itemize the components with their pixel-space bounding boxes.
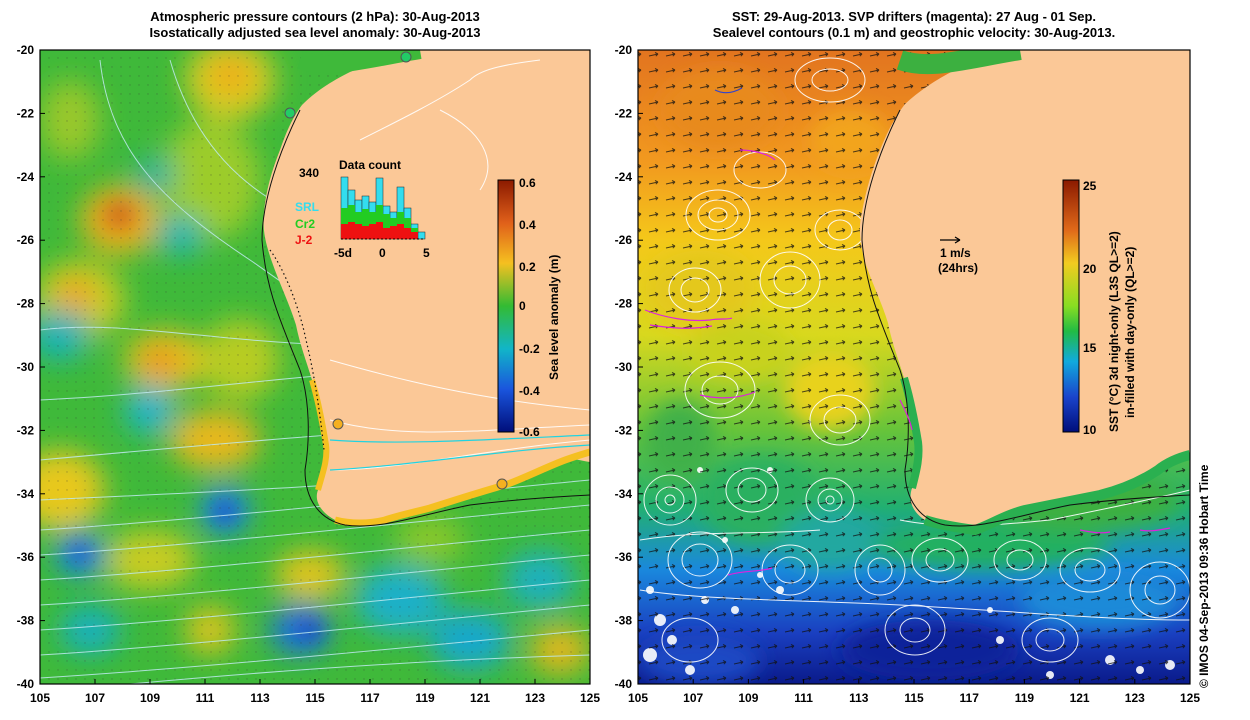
data-count-inset: Data count 340 (295, 158, 430, 260)
sst-tick-0: 25 (1083, 179, 1097, 193)
x-tick-label: 121 (1070, 691, 1090, 705)
sla-tick-3: 0 (519, 299, 526, 313)
right-land (859, 50, 1190, 530)
right-title-line1: SST: 29-Aug-2013. SVP drifters (magenta)… (731, 9, 1097, 24)
inset-max-label: 340 (299, 166, 319, 180)
x-tick-label: 121 (470, 691, 490, 705)
velocity-key-arrow-icon (940, 236, 961, 244)
legend-cr2: Cr2 (295, 217, 315, 231)
sla-tick-0: 0.6 (519, 176, 536, 190)
sst-colorbar-label-line2: in-filled with day-only (QL>=2) (1123, 247, 1137, 418)
sla-tick-1: 0.4 (519, 218, 536, 232)
y-tick-label: -34 (615, 487, 633, 501)
y-tick-label: -28 (615, 297, 633, 311)
sla-colorbar-label: Sea level anomaly (m) (547, 255, 561, 380)
x-tick-label: 113 (849, 691, 869, 705)
y-tick-label: -38 (17, 614, 35, 628)
x-tick-label: 125 (1180, 691, 1200, 705)
velocity-key-line2: (24hrs) (938, 261, 978, 275)
y-tick-label: -22 (615, 106, 633, 120)
y-tick-label: -38 (615, 614, 633, 628)
inset-xtick-1: 0 (379, 246, 386, 260)
y-tick-label: -30 (17, 360, 35, 374)
x-tick-label: 125 (580, 691, 600, 705)
right-title-line2: Sealevel contours (0.1 m) and geostrophi… (712, 25, 1116, 40)
y-tick-label: -36 (17, 550, 35, 564)
y-tick-label: -30 (615, 360, 633, 374)
x-tick-label: 113 (250, 691, 270, 705)
left-title: Atmospheric pressure contours (2 hPa): 3… (40, 9, 590, 41)
y-tick-label: -32 (17, 423, 35, 437)
y-tick-label: -34 (17, 487, 35, 501)
x-tick-label: 105 (30, 691, 50, 705)
y-tick-label: -40 (17, 677, 35, 691)
y-tick-label: -40 (615, 677, 633, 691)
right-map (638, 50, 1190, 684)
x-tick-label: 109 (140, 691, 160, 705)
sst-tick-3: 10 (1083, 423, 1097, 437)
y-tick-label: -32 (615, 423, 633, 437)
x-tick-label: 105 (628, 691, 648, 705)
y-tick-label: -24 (615, 170, 633, 184)
velocity-key-line1: 1 m/s (940, 246, 971, 260)
sla-colorbar: 0.6 0.4 0.2 0 -0.2 -0.4 -0.6 Sea level a… (497, 176, 561, 439)
left-axes: 105 107 109 111 113 115 117 119 121 123 125 -20 -22 -… (17, 43, 601, 705)
svp-drifters (644, 149, 1171, 576)
sst-tick-1: 20 (1083, 262, 1097, 276)
y-tick-label: -28 (17, 297, 35, 311)
y-tick-label: -26 (17, 233, 35, 247)
y-tick-label: -26 (615, 233, 633, 247)
x-tick-label: 107 (683, 691, 703, 705)
y-tick-label: -36 (615, 550, 633, 564)
y-tick-label: -20 (17, 43, 35, 57)
x-tick-label: 111 (196, 691, 215, 705)
sealevel-contours (639, 57, 1190, 663)
inset-xtick-0: -5d (334, 246, 352, 260)
y-tick-label: -20 (615, 43, 633, 57)
right-axes: 105 107 109 111 113 115 117 119 121 123 125 -20 -22 -… (615, 43, 1201, 705)
velocity-key: 1 m/s (24hrs) (938, 236, 978, 275)
sla-tick-4: -0.2 (519, 342, 540, 356)
x-tick-label: 117 (960, 691, 980, 705)
x-tick-label: 123 (1125, 691, 1145, 705)
credit-text: © IMOS 04-Sep-2013 09:36 Hobart Time (1197, 464, 1211, 688)
right-title: SST: 29-Aug-2013. SVP drifters (magenta)… (638, 9, 1190, 41)
x-tick-label: 107 (85, 691, 105, 705)
x-tick-label: 109 (738, 691, 758, 705)
x-tick-label: 115 (904, 691, 924, 705)
sla-tick-6: -0.6 (519, 425, 540, 439)
left-title-line2: Isostatically adjusted sea level anomaly… (149, 25, 481, 40)
sla-tick-2: 0.2 (519, 260, 536, 274)
x-tick-label: 111 (794, 691, 813, 705)
sla-tick-5: -0.4 (519, 384, 540, 398)
y-tick-label: -22 (17, 106, 35, 120)
x-tick-label: 117 (360, 691, 380, 705)
left-title-line1: Atmospheric pressure contours (2 hPa): 3… (150, 9, 480, 24)
inset-xtick-2: 5 (423, 246, 430, 260)
legend-j2: J-2 (295, 233, 313, 247)
inset-title: Data count (339, 158, 401, 172)
y-tick-label: -24 (17, 170, 35, 184)
x-tick-label: 119 (1015, 691, 1035, 705)
x-tick-label: 123 (525, 691, 545, 705)
sst-tick-2: 15 (1083, 341, 1097, 355)
legend-srl: SRL (295, 200, 319, 214)
x-tick-label: 119 (415, 691, 435, 705)
x-tick-label: 115 (305, 691, 325, 705)
sst-colorbar: 25 20 15 10 SST (°C) 3d night-only (L3S … (1062, 179, 1137, 437)
sst-colorbar-label-line1: SST (°C) 3d night-only (L3S QL>=2) (1107, 231, 1121, 432)
